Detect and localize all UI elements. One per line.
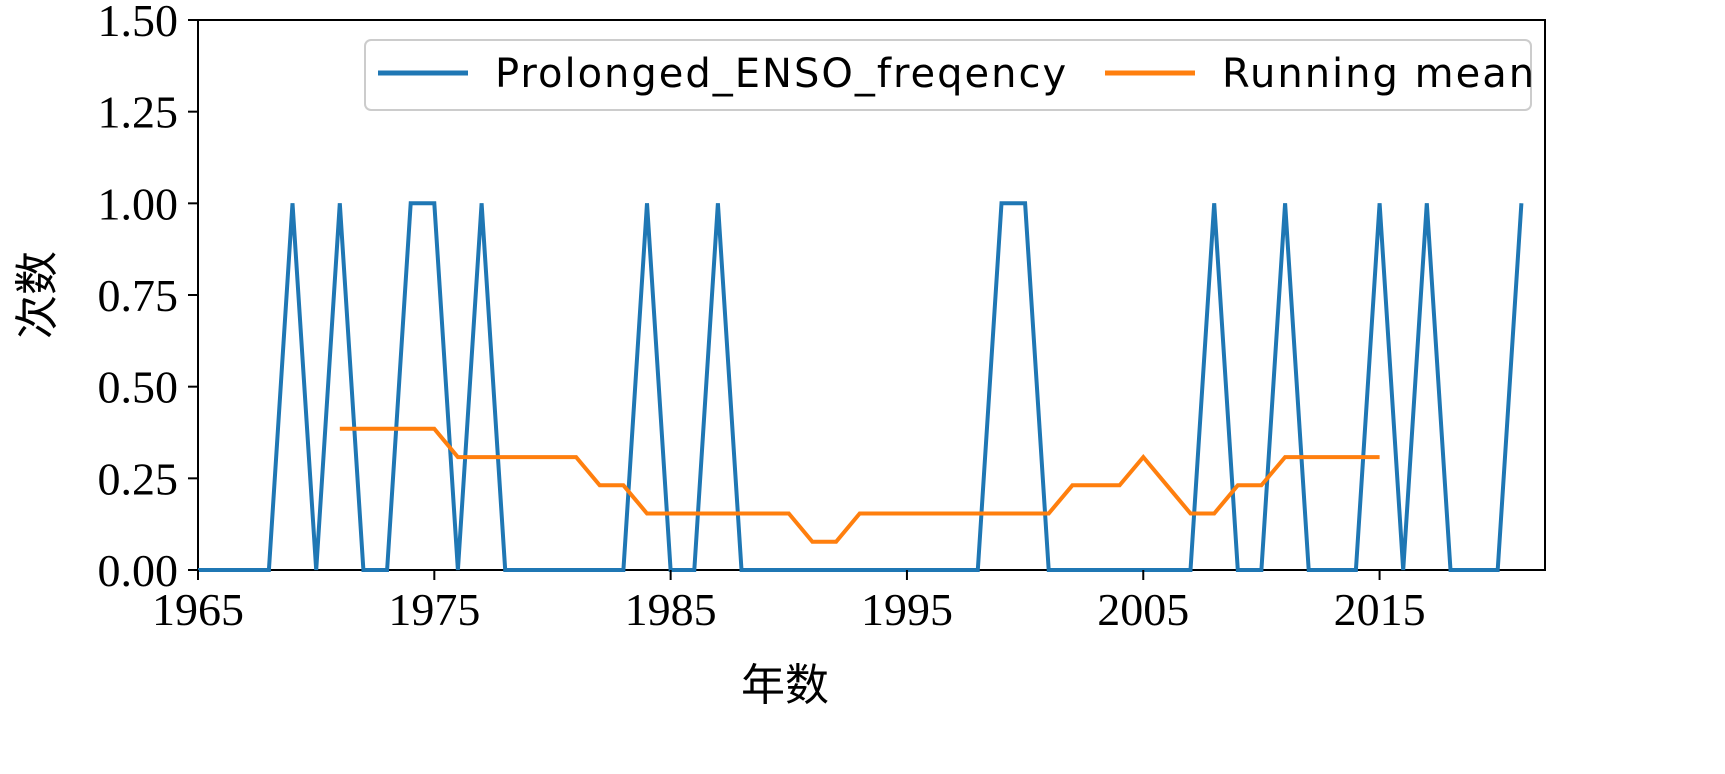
x-tick-label: 1995 [861,584,953,635]
legend-label-series-1: Prolonged_ENSO_freqency [495,51,1068,97]
y-axis-label: 次数 [12,251,63,339]
x-tick-label: 1965 [152,584,244,635]
series-line-1 [198,201,1524,572]
ticks-layer: 1965 1975 1985 1995 2005 2015 0.00 0.25 0.50 0.75… [98,0,1426,635]
x-tick-label: 1975 [388,584,480,635]
legend-box [364,39,1532,111]
legend: Prolonged_ENSO_freqency Running mean [364,39,1536,111]
legend-label-series-2: Running mean [1222,51,1536,97]
y-tick-label: 0.50 [98,362,179,413]
y-tick-label: 0.25 [98,453,179,504]
y-tick-label: 0.75 [98,270,179,321]
x-tick-label: 2005 [1097,584,1189,635]
y-tick-label: 1.00 [98,178,179,229]
series-line-2 [339,426,1380,544]
y-tick-label: 0.00 [98,545,179,596]
series-layer [198,201,1524,572]
y-tick-label: 1.50 [98,0,179,46]
x-tick-label: 2015 [1334,584,1426,635]
x-tick-label: 1985 [625,584,717,635]
y-tick-label: 1.25 [98,87,179,138]
x-axis-label: 年数 [741,660,829,711]
